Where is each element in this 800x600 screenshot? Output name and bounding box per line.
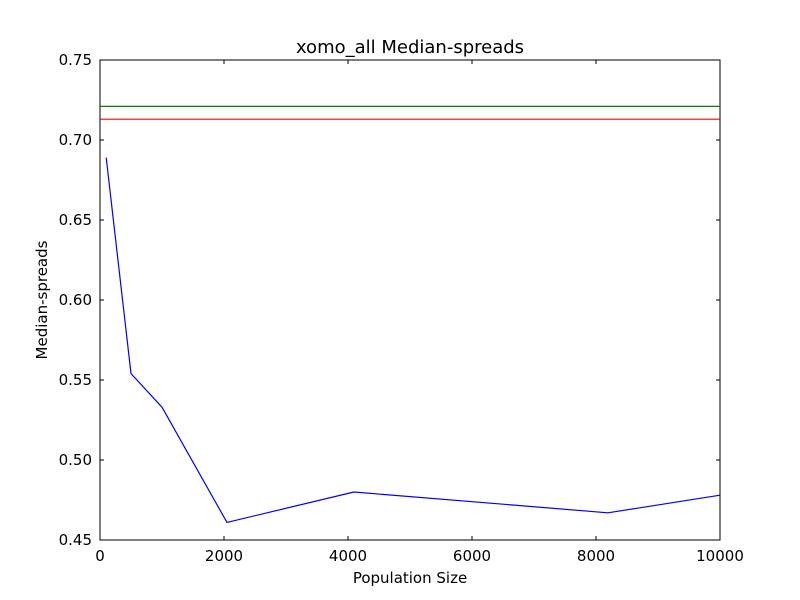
y-tick-label: 0.70 — [59, 131, 92, 149]
x-axis-label: Population Size — [353, 569, 467, 587]
y-tick-labels: 0.45 0.50 0.55 0.60 0.65 0.70 0.75 — [59, 51, 92, 549]
series-layer — [100, 105, 721, 524]
y-tick-label: 0.60 — [59, 291, 92, 309]
y-tick-label: 0.55 — [59, 371, 92, 389]
tick-marks — [99, 59, 721, 541]
y-tick-label: 0.75 — [59, 51, 92, 69]
y-axis-label: Median-spreads — [33, 240, 51, 359]
plot-frame — [99, 59, 721, 541]
x-tick-label: 10000 — [696, 547, 744, 565]
series-line-0 — [105, 157, 721, 524]
x-tick-label: 2000 — [205, 547, 243, 565]
y-tick-label: 0.50 — [59, 451, 92, 469]
x-tick-label: 0 — [95, 547, 105, 565]
x-tick-label: 8000 — [577, 547, 615, 565]
y-tick-label: 0.45 — [59, 531, 92, 549]
x-tick-labels: 0 2000 4000 6000 8000 10000 — [95, 547, 744, 565]
x-tick-label: 4000 — [329, 547, 367, 565]
x-tick-label: 6000 — [453, 547, 491, 565]
chart-title: xomo_all Median-spreads — [296, 37, 524, 58]
plot-area — [99, 59, 721, 541]
y-tick-label: 0.65 — [59, 211, 92, 229]
